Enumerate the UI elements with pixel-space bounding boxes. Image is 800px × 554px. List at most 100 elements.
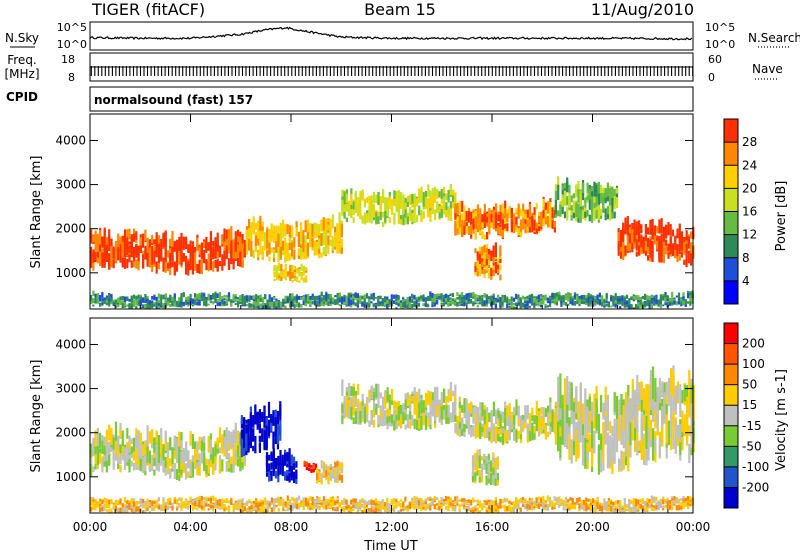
data-cell	[583, 296, 586, 299]
data-cell	[223, 240, 226, 256]
data-cell	[584, 211, 587, 218]
data-cell	[409, 207, 412, 217]
data-cell	[166, 297, 170, 303]
data-cell	[221, 235, 224, 245]
data-cell	[479, 411, 482, 422]
data-cell	[494, 261, 497, 274]
data-cell	[241, 298, 244, 303]
data-cell	[570, 382, 573, 414]
data-cell	[295, 469, 298, 480]
data-cell	[361, 394, 364, 402]
data-cell	[681, 410, 684, 433]
data-cell	[327, 299, 330, 304]
data-cell	[563, 414, 567, 445]
data-cell	[632, 295, 635, 300]
data-cell	[243, 417, 246, 427]
data-cell	[474, 270, 477, 276]
data-cell	[310, 470, 313, 473]
data-cell	[338, 474, 341, 481]
data-cell	[688, 443, 691, 463]
data-cell	[105, 299, 108, 304]
data-cell	[655, 299, 658, 304]
data-cell	[268, 463, 271, 474]
data-cell	[656, 234, 659, 250]
data-cell	[218, 291, 222, 297]
data-cell	[561, 416, 564, 444]
data-cell	[417, 302, 421, 307]
data-cell	[272, 228, 276, 243]
data-cell	[638, 237, 641, 252]
data-cell	[232, 300, 235, 303]
data-cell	[340, 223, 343, 238]
data-cell	[320, 252, 323, 258]
data-cell	[508, 430, 511, 441]
data-cell	[234, 237, 237, 252]
data-cell	[581, 192, 585, 201]
data-cell	[205, 241, 208, 253]
data-cell	[105, 434, 108, 446]
data-cell	[178, 301, 181, 306]
data-cell	[605, 300, 608, 304]
data-cell	[180, 451, 183, 460]
data-cell	[438, 297, 441, 300]
data-cell	[135, 231, 138, 240]
data-cell	[357, 414, 360, 425]
data-cell	[554, 407, 557, 429]
data-cell	[372, 392, 376, 401]
data-cell	[427, 184, 430, 197]
data-cell	[551, 295, 554, 301]
data-cell	[436, 193, 439, 198]
data-cell	[148, 500, 151, 503]
data-cell	[547, 222, 550, 228]
data-cell	[519, 434, 523, 440]
data-cell	[658, 246, 661, 257]
data-cell	[393, 190, 396, 204]
data-cell	[372, 406, 376, 418]
data-cell	[207, 435, 210, 453]
data-cell	[162, 500, 165, 506]
data-cell	[499, 303, 502, 309]
data-cell	[497, 214, 500, 222]
data-cell	[620, 429, 623, 445]
data-cell	[391, 399, 394, 405]
colorbar-tick-label: 8	[742, 251, 750, 265]
data-cell	[411, 396, 414, 402]
data-cell	[270, 305, 274, 308]
data-cell	[572, 193, 576, 199]
data-cell	[559, 204, 562, 217]
data-cell	[587, 303, 590, 306]
data-cell	[256, 412, 259, 428]
data-cell	[298, 295, 301, 298]
data-cell	[214, 237, 217, 244]
data-cell	[409, 411, 412, 420]
data-cell	[402, 303, 405, 308]
data-cell	[243, 239, 246, 253]
data-cell	[350, 210, 353, 219]
data-cell	[587, 296, 590, 302]
data-cell	[480, 456, 484, 461]
data-cell	[248, 228, 251, 234]
data-cell	[575, 430, 578, 462]
data-cell	[591, 435, 594, 462]
data-cell	[345, 403, 348, 418]
data-cell	[307, 297, 310, 302]
data-cell	[263, 429, 266, 436]
data-cell	[683, 259, 686, 265]
data-cell	[234, 443, 237, 454]
data-cell	[652, 366, 655, 400]
data-cell	[350, 208, 353, 215]
data-cell	[497, 294, 500, 300]
data-cell	[445, 405, 448, 416]
data-cell	[579, 208, 582, 223]
data-cell	[164, 293, 167, 299]
data-cell	[524, 299, 527, 304]
data-cell	[157, 435, 160, 450]
data-cell	[221, 440, 224, 450]
data-cell	[456, 301, 459, 307]
data-cell	[329, 294, 332, 297]
data-cell	[293, 456, 296, 469]
data-cell	[544, 408, 547, 417]
data-cell	[279, 401, 282, 417]
data-cell	[157, 305, 160, 309]
data-cell	[690, 384, 693, 404]
